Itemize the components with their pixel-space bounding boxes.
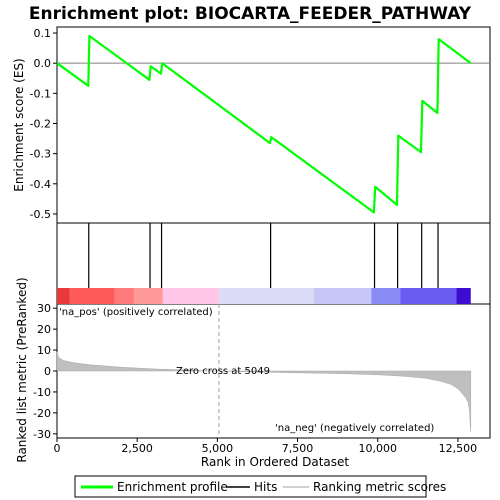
ranked-y-tick-label: -30 [33,428,51,441]
ranked-y-tick-label: 30 [37,302,51,315]
enrichment-profile-line [56,34,472,214]
pos-correlated-label: 'na_pos' (positively correlated) [59,307,213,318]
es-y-tick-label: -0.3 [30,148,51,161]
legend-box [74,475,427,498]
ranked-y-tick-label: -20 [33,407,51,420]
enrichment-panel-frame [56,26,491,224]
ranked-y-axis: 30 20 10 0 -10 -20 -30 [33,302,57,441]
color-bar-segment [133,288,163,304]
x-tick-label: 2,500 [121,442,153,455]
ranked-y-tick-label: 0 [44,365,51,378]
es-y-tick-label: 0.1 [34,27,52,40]
legend-hits-label: Hits [254,480,277,494]
legend-ranking-label: Ranking metric scores [313,480,446,494]
color-bar-segment [456,288,471,304]
x-tick-label: 5,000 [202,442,234,455]
legend: Enrichment profile Hits Ranking metric s… [74,475,446,498]
ranked-y-tick-label: 20 [37,323,51,336]
legend-enrichment-label: Enrichment profile [117,480,228,494]
es-y-tick-label: -0.4 [30,178,51,191]
ranked-y-label: Ranked list metric (PreRanked) [15,277,29,462]
color-bar-segment [114,288,134,304]
hit-marks [88,223,439,288]
x-tick-label: 0 [54,442,61,455]
ranked-x-axis: 0 2,500 5,000 7,500 10,000 12,500 [54,438,478,455]
x-axis-label: Rank in Ordered Dataset [201,455,349,469]
es-y-tick-label: -0.1 [30,87,51,100]
neg-correlated-label: 'na_neg' (negatively correlated) [275,423,434,434]
es-y-tick-label: -0.5 [30,208,51,221]
es-y-axis: 0.1 0.0 -0.1 -0.2 -0.3 -0.4 -0.5 [30,27,57,221]
ranked-y-tick-label: 10 [37,344,51,357]
chart-title: Enrichment plot: BIOCARTA_FEEDER_PATHWAY [29,4,472,24]
es-y-label: Enrichment score (ES) [12,58,26,191]
rank-color-bar [57,288,471,304]
color-bar-segment [69,288,115,304]
x-tick-label: 10,000 [358,442,397,455]
color-bar-segment [371,288,401,304]
color-bar-segment [57,288,70,304]
ranked-y-tick-label: -10 [33,386,51,399]
color-bar-segment [218,288,314,304]
color-bar-segment [162,288,219,304]
ranking-metric-area [56,352,472,432]
color-bar-segment [400,288,457,304]
zero-cross-label: Zero cross at 5049 [176,366,270,377]
es-y-tick-label: 0.0 [34,57,52,70]
x-tick-label: 7,500 [282,442,314,455]
color-bar-segment [313,288,372,304]
es-y-tick-label: -0.2 [30,117,51,130]
x-tick-label: 12,500 [439,442,478,455]
